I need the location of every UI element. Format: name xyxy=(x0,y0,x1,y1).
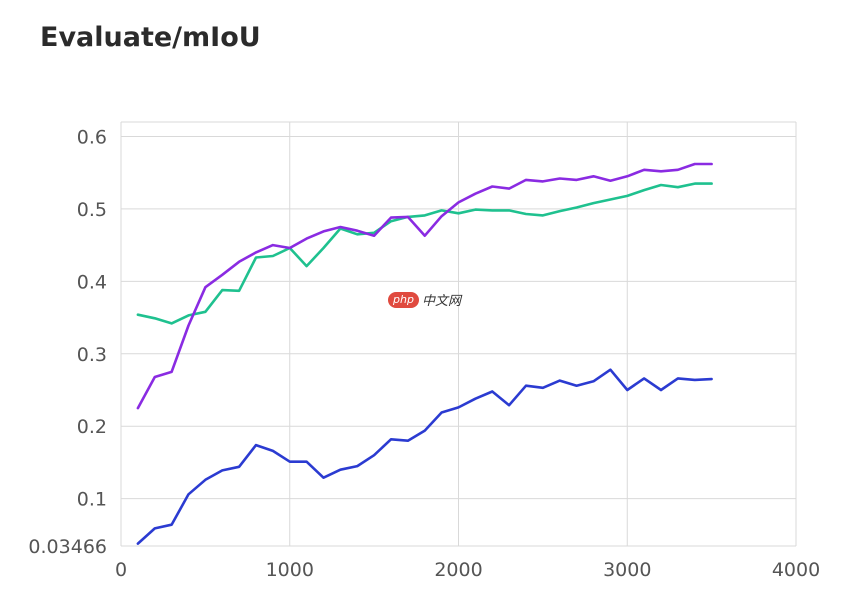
chart-title: Evaluate/mIoU xyxy=(40,22,261,53)
y-tick-label: 0.1 xyxy=(77,489,107,511)
y-tick-label: 0.3 xyxy=(77,344,107,366)
series-lines xyxy=(136,162,713,545)
y-tick-label: 0.4 xyxy=(77,271,107,293)
y-axis-ticks: 0.03466 0.1 0.2 0.3 0.4 0.5 0.6 xyxy=(28,126,107,558)
series-line-1 xyxy=(136,182,713,325)
y-tick-label: 0.6 xyxy=(77,126,107,148)
grid-lines xyxy=(120,121,797,547)
watermark: php 中文网 xyxy=(388,290,461,309)
y-tick-label: 0.03466 xyxy=(28,536,107,558)
x-tick-label: 3000 xyxy=(603,559,651,581)
x-tick-label: 2000 xyxy=(434,559,482,581)
series-line-3 xyxy=(136,368,713,545)
watermark-text: 中文网 xyxy=(421,294,461,309)
x-tick-label: 4000 xyxy=(772,559,820,581)
x-axis-ticks: 0 1000 2000 3000 4000 xyxy=(115,559,820,581)
watermark-badge: php xyxy=(388,291,419,308)
x-tick-label: 0 xyxy=(115,559,127,581)
y-tick-label: 0.2 xyxy=(77,416,107,438)
y-tick-label: 0.5 xyxy=(77,199,107,221)
x-tick-label: 1000 xyxy=(266,559,314,581)
series-line-2 xyxy=(136,162,713,410)
